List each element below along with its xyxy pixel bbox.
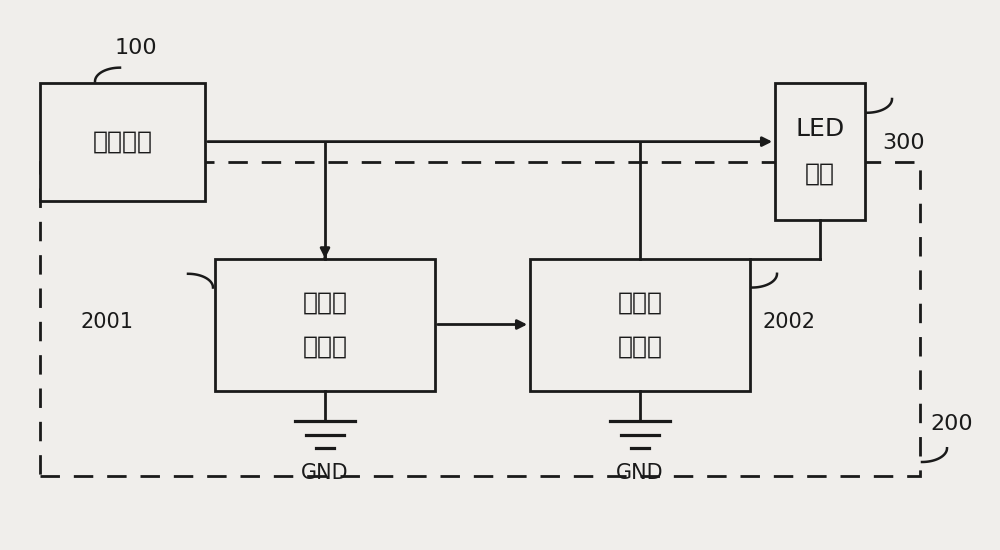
Bar: [40, 162, 920, 476]
Text: GND: GND: [616, 463, 664, 483]
Text: 300: 300: [882, 133, 925, 153]
Bar: [775, 82, 865, 220]
Text: 电压保: 电压保: [618, 290, 662, 315]
Text: LED: LED: [795, 117, 845, 141]
Text: GND: GND: [301, 463, 349, 483]
Text: 直流电源: 直流电源: [92, 130, 152, 153]
Text: 2002: 2002: [763, 312, 816, 332]
Text: 负载: 负载: [805, 161, 835, 185]
Text: 100: 100: [115, 38, 158, 58]
Text: 恒流控: 恒流控: [302, 290, 348, 315]
Bar: [530, 258, 750, 390]
Text: 护模块: 护模块: [618, 334, 662, 359]
Text: 200: 200: [930, 414, 973, 433]
Text: 2001: 2001: [80, 312, 133, 332]
Text: 制模块: 制模块: [302, 334, 348, 359]
Bar: [215, 258, 435, 390]
Bar: [40, 82, 205, 201]
